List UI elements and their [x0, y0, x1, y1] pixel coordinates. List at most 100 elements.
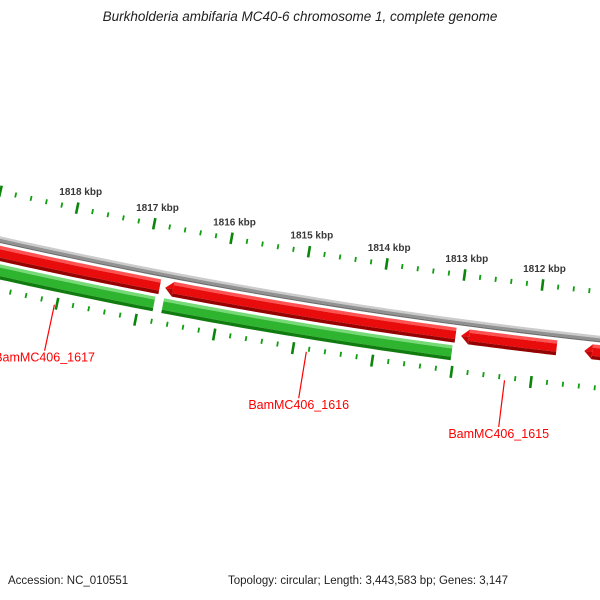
ruler-tick-minor [292, 246, 295, 252]
feature-body [0, 267, 155, 308]
ruler-tick-minor [214, 233, 218, 239]
ruler-tick-major [211, 328, 217, 341]
arrowhead-upper [165, 281, 175, 290]
ruler-tick-minor [355, 354, 358, 360]
ruler-tick-minor [593, 385, 596, 391]
gene-body [468, 332, 558, 352]
ruler-tick-major [229, 232, 234, 245]
gene-highlight [173, 281, 457, 331]
ruler-tick-major [0, 185, 3, 198]
gene-body [172, 285, 457, 340]
ruler-tick-minor [498, 374, 501, 380]
ruler-label: 1817 kbp [136, 203, 179, 214]
ruler-tick-minor [482, 372, 485, 378]
ruler-tick-minor [71, 302, 75, 309]
feature-body [161, 301, 453, 357]
gene-highlight [0, 245, 162, 283]
ruler-tick-minor [29, 195, 33, 202]
gene-label: BamMC406_1616 [248, 398, 349, 412]
gene-arrow [165, 281, 457, 343]
ruler-tick-minor [118, 312, 122, 318]
ruler-tick-minor [14, 192, 18, 198]
ruler-tick-minor [260, 338, 264, 344]
ruler-tick-minor [354, 256, 357, 263]
ruler-tick-minor [181, 324, 185, 330]
ruler-tick-minor [45, 199, 48, 205]
ruler-tick-minor [556, 284, 560, 290]
ruler-tick-major [306, 245, 312, 258]
footer-stats: Topology: circular; Length: 3,443,583 bp… [228, 575, 509, 587]
ruler-tick-minor [466, 369, 469, 376]
gene-body [0, 249, 161, 291]
ruler-tick-minor [418, 363, 422, 369]
ruler-tick-minor [106, 212, 110, 218]
feature-shadow [0, 276, 154, 312]
feature-block [0, 264, 156, 312]
ruler-tick-minor [323, 251, 326, 258]
ruler-tick-minor [416, 266, 420, 272]
ruler-tick-major [54, 297, 60, 310]
gene-callouts: BamMC406_1617 BamMC406_1616 BamMC406_1615 [0, 304, 549, 441]
ruler-label: 1815 kbp [290, 231, 333, 242]
ruler-tick-minor [244, 336, 248, 342]
feature-highlight [0, 264, 156, 300]
ruler-tick-minor [402, 361, 406, 367]
ruler-tick-minor [386, 358, 390, 365]
gene-arrow [461, 329, 558, 356]
ruler-tick-minor [545, 379, 549, 386]
ruler-tick-major [74, 202, 80, 214]
feature-shadow [161, 309, 452, 361]
gene-highlight [592, 344, 600, 349]
ruler-tick-minor [91, 208, 94, 215]
gene-shadow [468, 340, 557, 356]
ruler-tick-major [151, 217, 157, 230]
ruler-tick-minor [102, 309, 106, 315]
ruler-tick-minor [434, 365, 438, 371]
ruler-tick-minor [510, 278, 513, 284]
gene-track-green [0, 264, 453, 361]
ruler-tick-minor [228, 333, 232, 339]
ruler-tick-minor [87, 306, 91, 312]
gene-shadow [171, 293, 456, 343]
arrowhead-lower [165, 287, 174, 297]
ruler-tick-minor [447, 270, 451, 276]
ruler-ticks [0, 185, 596, 391]
gene-arrow [584, 344, 600, 361]
ruler-label: 1812 kbp [523, 264, 566, 275]
ruler-tick-minor [261, 241, 264, 247]
ruler-label: 1813 kbp [445, 254, 488, 265]
ruler-labels: 1818 kbp 1817 kbp 1816 kbp 1815 kbp 1814 kbp… [59, 187, 566, 275]
ruler-tick-minor [307, 346, 311, 352]
ruler-tick-minor [478, 274, 482, 280]
ruler-label: 1818 kbp [59, 187, 102, 198]
ruler-tick-minor [24, 292, 28, 299]
ruler-tick-minor [525, 280, 529, 286]
ruler-tick-minor [323, 349, 327, 355]
ruler-tick-major [384, 258, 389, 270]
ruler-tick-minor [276, 244, 280, 250]
gene-label: BamMC406_1615 [448, 427, 549, 441]
arrowhead-lower [584, 350, 593, 360]
arrowhead-upper [461, 329, 470, 337]
ruler-tick-minor [197, 327, 201, 333]
arrowhead-upper [584, 344, 593, 352]
ruler-tick-minor [369, 259, 373, 265]
ruler-tick-major [290, 342, 296, 355]
ruler-tick-major [133, 313, 138, 326]
ruler-tick-minor [339, 351, 343, 357]
ruler-tick-minor [572, 286, 575, 292]
ruler-tick-minor [561, 381, 565, 387]
map-title: Burkholderia ambifaria MC40-6 chromosome… [102, 9, 498, 24]
ruler-tick-minor [338, 254, 342, 260]
arrowhead-lower [461, 335, 469, 345]
ruler-tick-minor [165, 321, 169, 327]
ruler-tick-minor [276, 341, 279, 347]
ruler-label: 1816 kbp [213, 217, 256, 228]
ruler-tick-minor [8, 289, 12, 295]
gene-body [591, 347, 600, 357]
gene-highlight [469, 329, 558, 344]
ruler-tick-minor [513, 376, 517, 382]
ruler-label: 1814 kbp [368, 243, 411, 254]
